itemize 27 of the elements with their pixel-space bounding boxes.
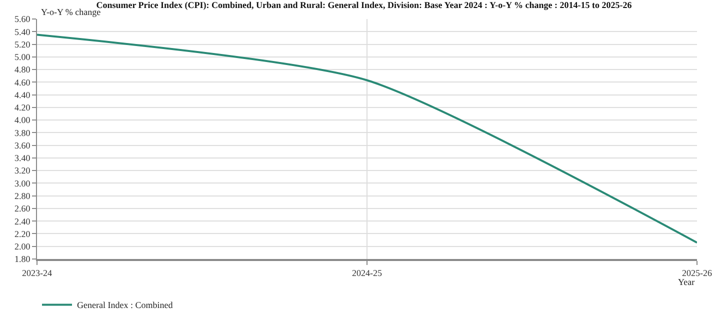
x-axis-title: Year (678, 277, 695, 287)
y-axis-title: Y-o-Y % change (41, 7, 101, 17)
y-tick-label: 2.80 (14, 190, 31, 201)
y-tick-label: 2.40 (14, 216, 31, 226)
y-tick-label: 5.20 (14, 39, 31, 50)
chart-title: Consumer Price Index (CPI): Combined, Urban and Rural: General Index, Division: Base Year 2024 : Y-o-Y % change : 2014-15 to 2025-26 (96, 0, 632, 10)
y-tick-label: 2.60 (14, 204, 31, 214)
y-tick-label: 2.00 (14, 242, 31, 252)
y-tick-label: 4.00 (14, 115, 31, 126)
y-tick-label: 4.60 (14, 77, 31, 88)
y-tick-label: 5.60 (14, 14, 31, 24)
y-tick-label: 3.40 (14, 153, 31, 164)
x-tick-label: 2025-26 (682, 268, 712, 278)
y-tick-label: 3.60 (14, 140, 31, 150)
y-tick-label: 1.80 (14, 254, 31, 264)
y-tick-label: 5.40 (14, 26, 31, 37)
y-tick-label: 4.80 (14, 64, 31, 75)
legend-label: General Index : Combined (77, 300, 174, 310)
x-tick-label: 2024-25 (352, 268, 382, 278)
y-tick-label: 2.20 (14, 228, 31, 239)
y-tick-label: 3.00 (14, 178, 31, 188)
y-tick-label: 5.00 (14, 52, 31, 62)
y-tick-label: 3.20 (14, 166, 31, 176)
x-tick-label: 2023-24 (22, 268, 52, 278)
y-tick-label: 4.20 (14, 102, 31, 113)
y-tick-label: 4.40 (14, 90, 31, 100)
y-tick-label: 3.80 (14, 128, 31, 138)
